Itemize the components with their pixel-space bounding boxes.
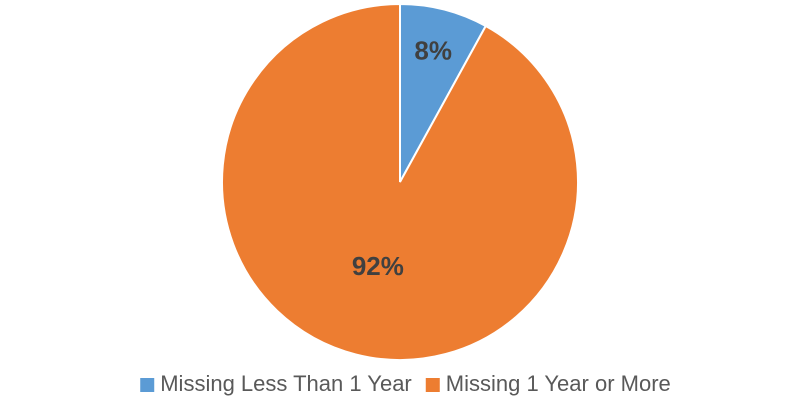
legend-swatch — [140, 378, 155, 392]
legend: Missing Less Than 1 Year Missing 1 Year o… — [140, 371, 671, 396]
pie-slice — [399, 2, 488, 183]
pie-slice — [221, 2, 579, 361]
legend-swatch — [425, 378, 440, 392]
data-label: 8% — [414, 36, 452, 66]
data-label: 92% — [352, 251, 404, 281]
legend-label: Missing Less Than 1 Year — [160, 371, 412, 396]
legend-label: Missing 1 Year or More — [446, 371, 671, 396]
